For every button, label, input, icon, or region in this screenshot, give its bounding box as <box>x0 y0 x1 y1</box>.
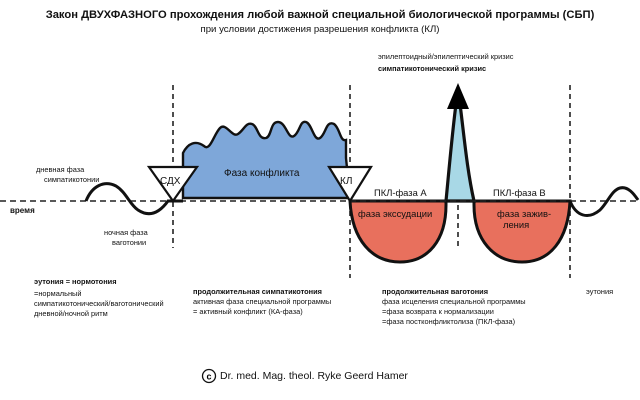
col1-line2: =нормальный <box>34 289 82 298</box>
sdh-marker-label: СДХ <box>160 176 181 187</box>
col3-line1: продолжительная ваготония <box>382 287 489 296</box>
col1-line4: дневной/ночной ритм <box>34 309 108 318</box>
conflict-phase-area <box>181 120 352 200</box>
copyright-text: Dr. med. Mag. theol. Ryke Geerd Hamer <box>220 370 408 382</box>
svg-text:c: c <box>206 372 211 382</box>
healing-label-1: фаза зажив- <box>497 208 552 219</box>
healing-label-2: ления <box>503 219 530 230</box>
diagram-subtitle: при условии достижения разрешения конфли… <box>200 24 440 35</box>
conflict-phase-label: Фаза конфликта <box>224 168 300 179</box>
day-phase-label-1: дневная фаза <box>36 165 85 174</box>
col2-line2: активная фаза специальной программы <box>193 297 332 306</box>
crisis-label-2: симпатикотонический кризис <box>378 64 487 73</box>
col2-line3: = активный конфликт (КА-фаза) <box>193 307 303 316</box>
sdh-triangle <box>146 165 200 203</box>
eutonia-wave-right <box>568 186 640 217</box>
pcl-a-label: ПКЛ-фаза А <box>374 187 427 198</box>
pcl-b-area <box>472 199 572 264</box>
col1-line1: эутония = нормотония <box>34 277 117 286</box>
col3-line2: фаза исцеления специальной программы <box>382 297 526 306</box>
col3-line4: =фаза постконфликтолиза (ПКЛ-фаза) <box>382 317 516 326</box>
crisis-spike <box>444 102 477 203</box>
eutonia-wave-left <box>84 182 183 216</box>
col3-line3: =фаза возврата к нормализации <box>382 307 494 316</box>
diagram-title: Закон ДВУХФАЗНОГО прохождения любой важн… <box>45 9 595 21</box>
kl-triangle <box>327 165 373 204</box>
night-phase-label-1: ночная фаза <box>104 228 148 237</box>
day-phase-label-2: симпатикотонии <box>44 175 100 184</box>
exudation-label: фаза экссудации <box>358 208 433 219</box>
crisis-label-1: эпилептоидный/эпилептический кризис <box>378 52 514 61</box>
night-phase-label-2: ваготонии <box>112 238 147 247</box>
kl-marker-label: КЛ <box>340 176 353 187</box>
col2-line1: продолжительная симпатикотония <box>193 287 322 296</box>
col1-line3: симпатикотонический/ваготонический <box>34 299 164 308</box>
copyright-icon <box>201 368 217 384</box>
col4-line1: эутония <box>586 287 614 296</box>
pcl-a-area <box>348 199 448 264</box>
crisis-arrowhead <box>447 83 469 109</box>
time-label: время <box>10 206 35 215</box>
pcl-b-label: ПКЛ-фаза В <box>493 187 546 198</box>
